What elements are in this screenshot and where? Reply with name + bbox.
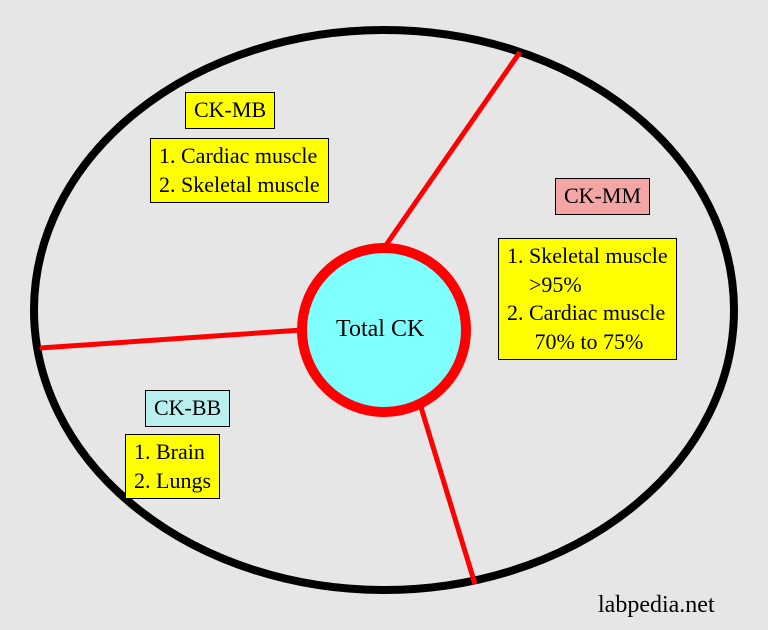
ck-mm-body: 1. Skeletal muscle >95% 2. Cardiac muscl…: [498, 238, 677, 360]
center-label: Total CK: [336, 316, 424, 343]
ck-bb-title: CK-BB: [145, 390, 230, 427]
ck-mb-title: CK-MB: [185, 92, 275, 129]
ck-mb-body: 1. Cardiac muscle 2. Skeletal muscle: [150, 138, 329, 203]
divider-line-3: [420, 404, 475, 584]
diagram-canvas: Total CK CK-MB 1. Cardiac muscle 2. Skel…: [0, 0, 768, 630]
watermark: labpedia.net: [598, 592, 715, 619]
ck-bb-body: 1. Brain 2. Lungs: [125, 434, 220, 499]
divider-line-2: [40, 330, 302, 348]
ck-mm-title: CK-MM: [555, 178, 650, 215]
divider-line-1: [384, 52, 520, 248]
